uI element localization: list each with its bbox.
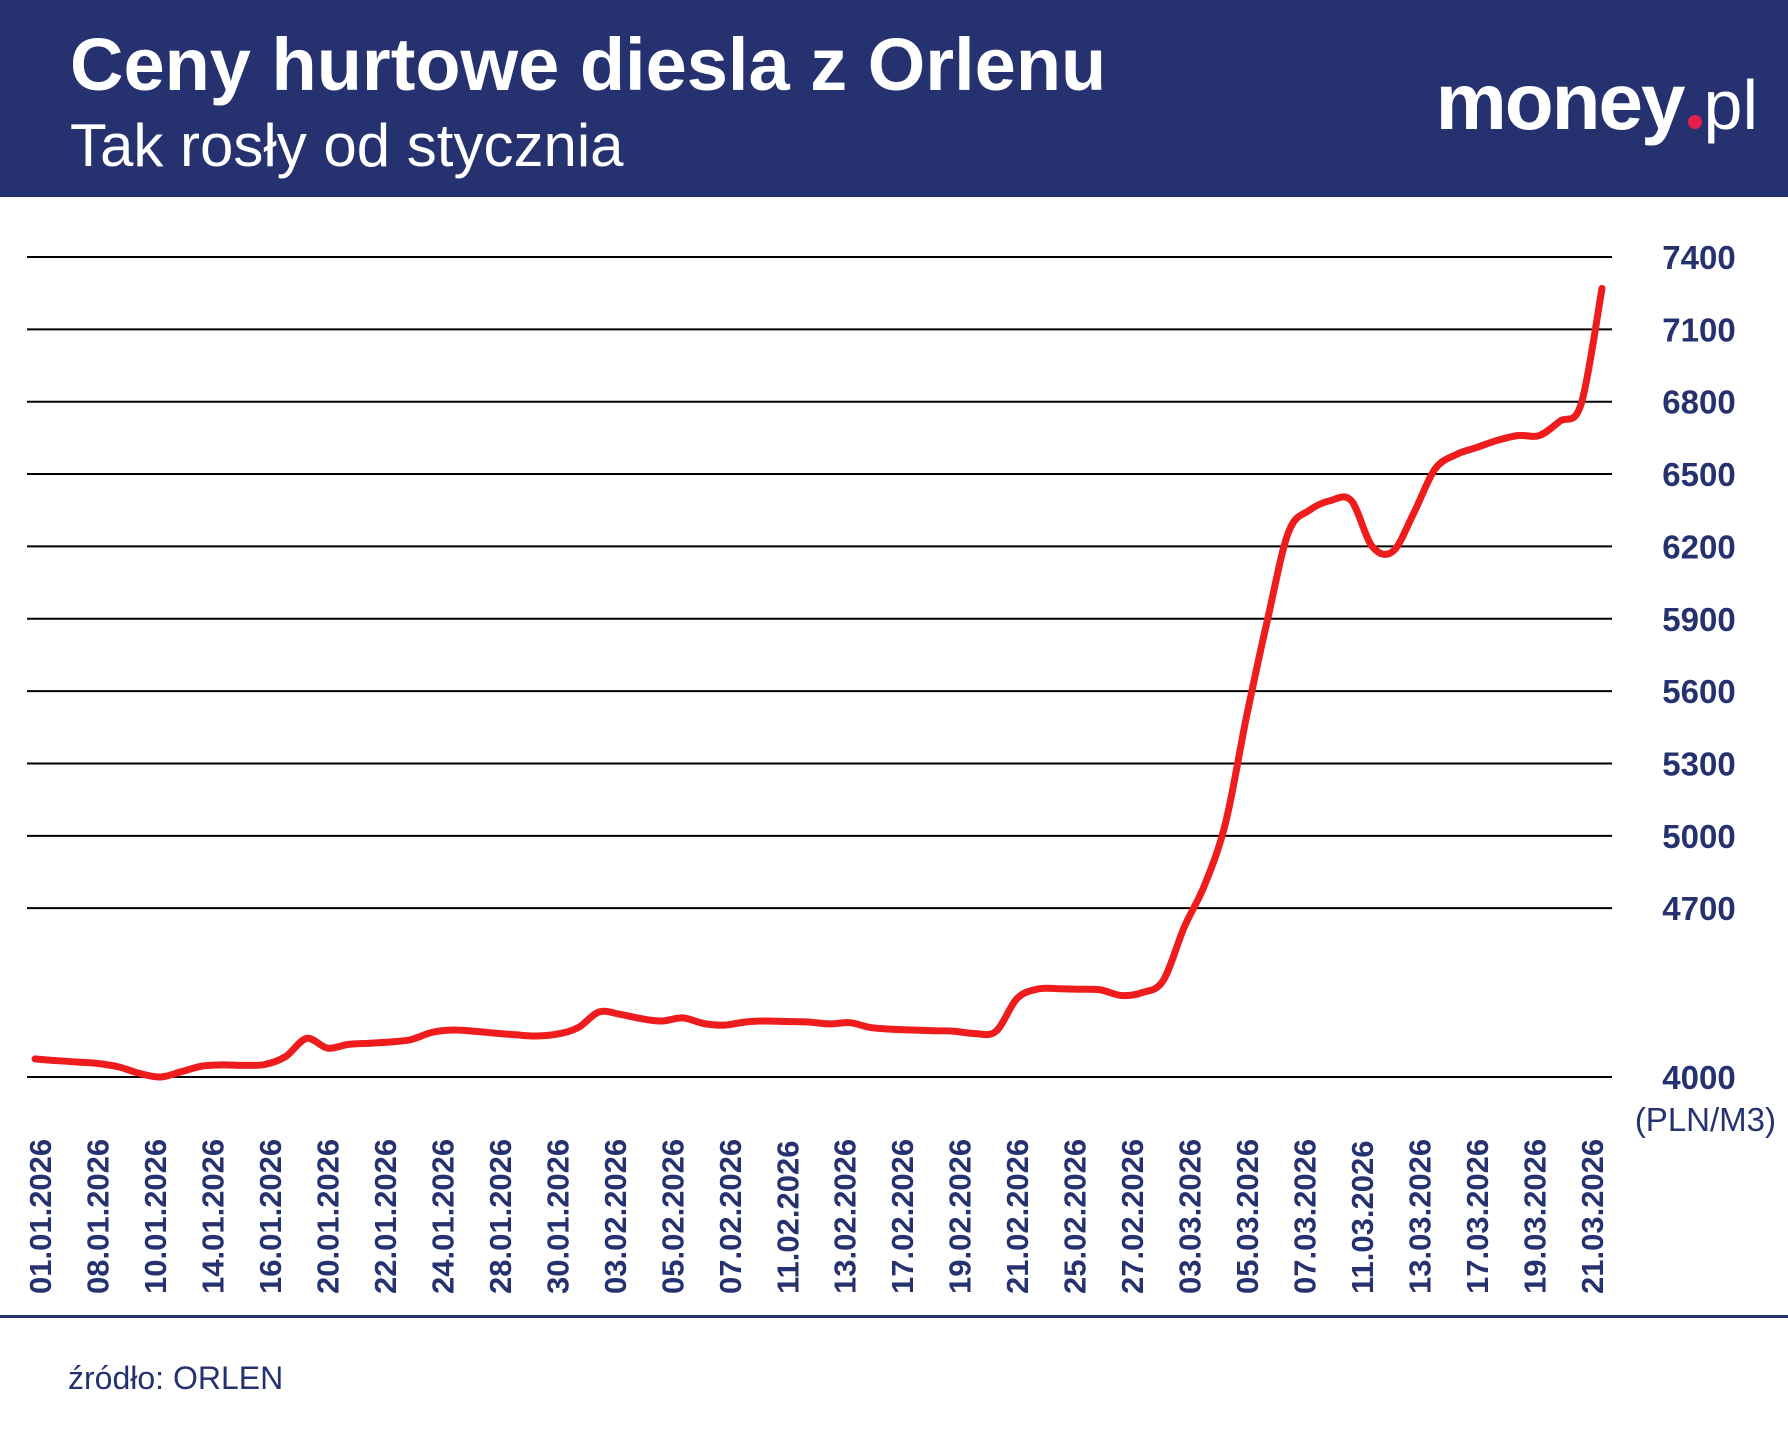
logo-dot-icon xyxy=(1687,115,1702,129)
y-tick-label: 7100 xyxy=(1662,311,1735,348)
brand-logo: money pl xyxy=(1436,52,1758,152)
x-tick-label: 07.03.2026 xyxy=(1288,1139,1323,1294)
y-tick-label: 5000 xyxy=(1662,818,1735,855)
x-tick-label: 16.01.2026 xyxy=(253,1139,288,1294)
y-tick-label: 6500 xyxy=(1662,456,1735,493)
y-axis-tick-labels: 4000 4700 5000 5300 5600 5900 6200 6500 6800 7100… xyxy=(1662,239,1735,1096)
x-tick-label: 13.03.2026 xyxy=(1403,1139,1438,1294)
chart-subtitle: Tak rosły od stycznia xyxy=(70,112,624,179)
chart-title: Ceny hurtowe diesla z Orlenu xyxy=(70,23,1107,106)
x-tick-label: 19.02.2026 xyxy=(943,1139,978,1294)
y-axis-unit-label: (PLN/M3) xyxy=(1635,1101,1776,1138)
x-tick-label: 24.01.2026 xyxy=(425,1139,460,1294)
y-tick-label: 4000 xyxy=(1662,1059,1735,1096)
x-tick-label: 21.03.2026 xyxy=(1575,1139,1610,1294)
x-tick-label: 07.02.2026 xyxy=(713,1139,748,1294)
x-tick-label: 01.01.2026 xyxy=(23,1139,58,1294)
x-tick-label: 21.02.2026 xyxy=(1000,1139,1035,1294)
y-tick-label: 5600 xyxy=(1662,673,1735,710)
x-axis-tick-labels: 01.01.2026 08.01.2026 10.01.2026 14.01.2026… xyxy=(23,1139,1610,1294)
y-tick-label: 5300 xyxy=(1662,745,1735,782)
x-tick-label: 25.02.2026 xyxy=(1058,1139,1093,1294)
x-tick-label: 05.03.2026 xyxy=(1230,1139,1265,1294)
y-tick-label: 6200 xyxy=(1662,528,1735,565)
x-tick-label: 30.01.2026 xyxy=(540,1139,575,1294)
x-tick-label: 13.02.2026 xyxy=(828,1139,863,1294)
y-tick-label: 4700 xyxy=(1662,890,1735,927)
x-tick-label: 03.03.2026 xyxy=(1173,1139,1208,1294)
line-chart: 4000 4700 5000 5300 5600 5900 6200 6500 6800 7100… xyxy=(23,239,1776,1294)
x-tick-label: 22.01.2026 xyxy=(368,1139,403,1294)
x-tick-label: 10.01.2026 xyxy=(138,1139,173,1294)
x-tick-label: 05.02.2026 xyxy=(655,1139,690,1294)
x-tick-label: 19.03.2026 xyxy=(1518,1139,1553,1294)
logo-tld: pl xyxy=(1703,66,1758,144)
x-tick-label: 27.02.2026 xyxy=(1115,1139,1150,1294)
grid-lines xyxy=(27,256,1612,1078)
y-tick-label: 7400 xyxy=(1662,239,1735,276)
x-tick-label: 17.02.2026 xyxy=(885,1139,920,1294)
y-tick-label: 5900 xyxy=(1662,601,1735,638)
logo-word: money xyxy=(1435,57,1686,146)
x-tick-label: 03.02.2026 xyxy=(598,1139,633,1294)
y-tick-label: 6800 xyxy=(1662,384,1735,421)
x-tick-label: 17.03.2026 xyxy=(1460,1139,1495,1294)
series-line xyxy=(31,284,1606,1081)
x-tick-label: 11.02.2026 xyxy=(770,1141,805,1294)
x-tick-label: 11.03.2026 xyxy=(1345,1141,1380,1294)
footer-divider xyxy=(0,1315,1788,1318)
x-tick-label: 08.01.2026 xyxy=(80,1139,115,1294)
source-note: źródło: ORLEN xyxy=(68,1360,284,1396)
x-tick-label: 14.01.2026 xyxy=(195,1139,230,1294)
x-tick-label: 20.01.2026 xyxy=(310,1139,345,1294)
x-tick-label: 28.01.2026 xyxy=(483,1139,518,1294)
header-banner: Ceny hurtowe diesla z Orlenu Tak rosły o… xyxy=(0,0,1788,197)
